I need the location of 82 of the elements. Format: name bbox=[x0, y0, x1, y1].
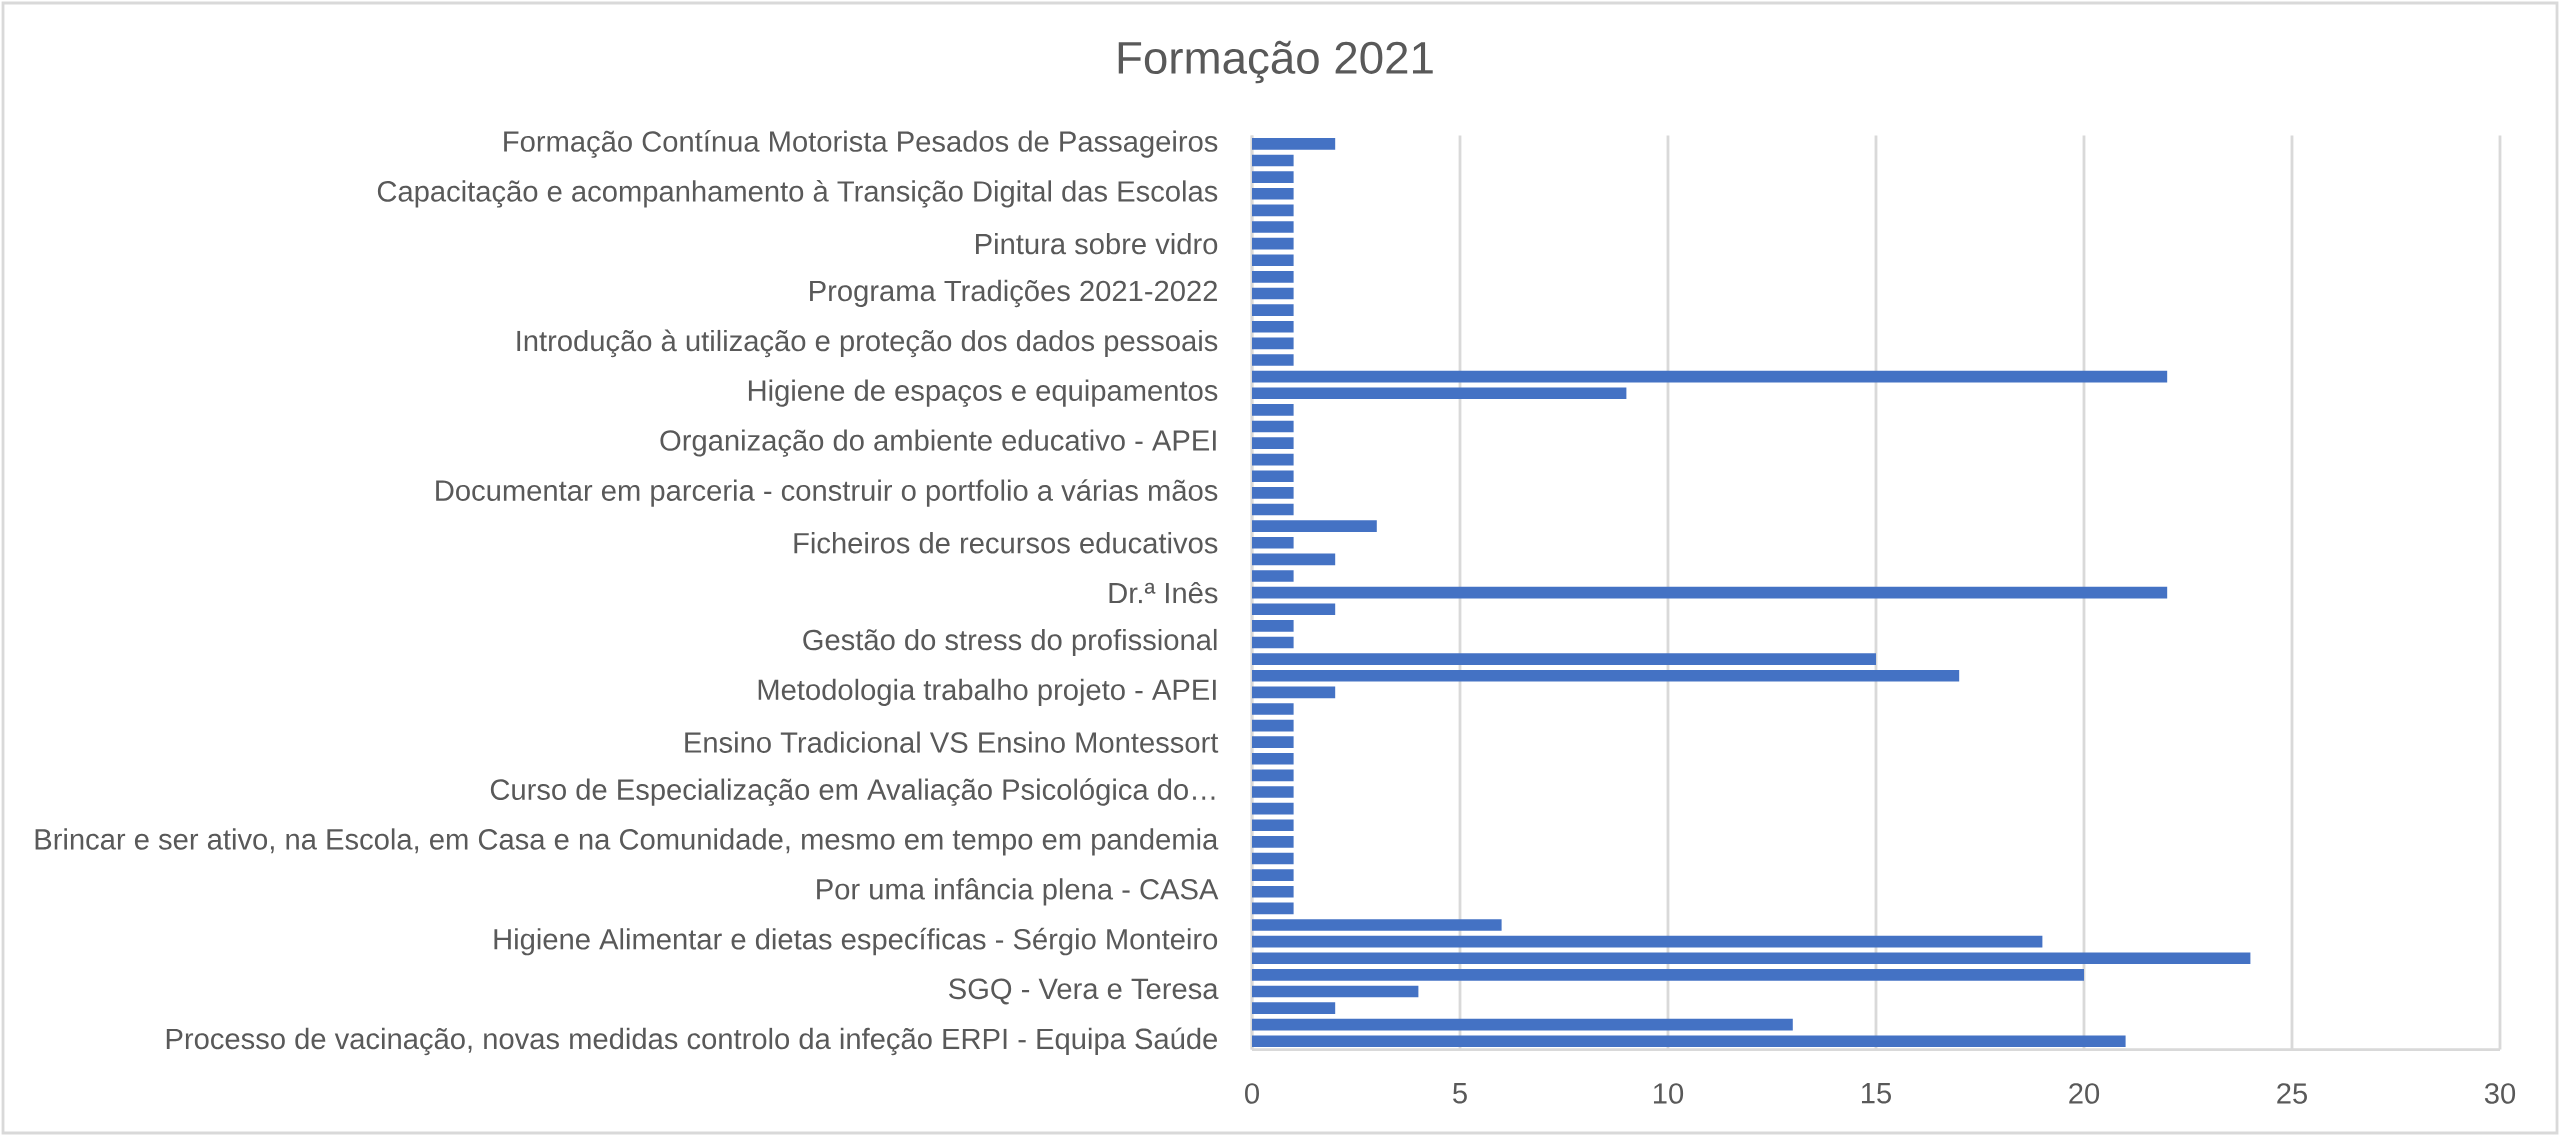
bar bbox=[1252, 354, 1294, 366]
y-tick-label: Metodologia trabalho projeto - APEI bbox=[758, 678, 1216, 706]
x-tick-label: 5 bbox=[1453, 1083, 1467, 1104]
bar bbox=[1252, 271, 1294, 283]
bar bbox=[1252, 969, 2084, 981]
y-tick-label: Gestão do stress do profissional bbox=[803, 628, 1217, 657]
bar bbox=[1252, 154, 1294, 167]
bar bbox=[1252, 204, 1294, 217]
y-tick-label: Por uma infância plena - CASA bbox=[817, 878, 1219, 906]
bar bbox=[1252, 902, 1294, 915]
y-tick-label: SGQ - Vera e Teresa bbox=[949, 978, 1219, 1005]
y-tick-label: Higiene Alimentar e dietas específicas - Sérgio Monteiro bbox=[494, 927, 1218, 956]
bar bbox=[1252, 836, 1294, 848]
bar bbox=[1252, 237, 1294, 250]
bar bbox=[1252, 952, 2251, 965]
bar bbox=[1252, 221, 1294, 233]
bar bbox=[1252, 320, 1294, 333]
x-tick-label: 30 bbox=[2484, 1083, 2516, 1104]
bar bbox=[1252, 1035, 2126, 1048]
bar bbox=[1252, 138, 1336, 150]
bar bbox=[1252, 187, 1294, 200]
y-tick-label: Dr.ª Inês bbox=[1109, 581, 1218, 604]
bar bbox=[1252, 437, 1294, 449]
bar bbox=[1252, 636, 1294, 649]
bar bbox=[1252, 404, 1294, 416]
bar bbox=[1252, 470, 1294, 483]
bar bbox=[1252, 171, 1294, 183]
bar bbox=[1252, 553, 1336, 566]
bar bbox=[1252, 370, 2168, 383]
y-tick-label: Organização do ambiente educativo - APEI bbox=[660, 429, 1216, 457]
bar bbox=[1252, 752, 1294, 765]
bar bbox=[1252, 570, 1294, 582]
bar bbox=[1252, 819, 1294, 832]
bar bbox=[1252, 852, 1294, 865]
bar bbox=[1252, 420, 1294, 433]
bar bbox=[1252, 703, 1294, 715]
x-tick-label: 25 bbox=[2277, 1083, 2307, 1104]
y-tick-label: Documentar em parceria - construir o portfolio a várias mãos bbox=[436, 479, 1218, 507]
y-tick-label: Higiene de espaços e equipamentos bbox=[748, 379, 1218, 407]
bar bbox=[1252, 736, 1294, 748]
x-tick-label: 10 bbox=[1653, 1083, 1684, 1104]
bar bbox=[1252, 536, 1294, 549]
x-tick-label: 0 bbox=[1245, 1083, 1259, 1104]
bar bbox=[1252, 919, 1502, 931]
y-tick-label: Programa Tradições 2021-2022 bbox=[810, 279, 1217, 308]
bar bbox=[1252, 1002, 1336, 1014]
bar bbox=[1252, 719, 1294, 732]
bar bbox=[1252, 985, 1419, 998]
bar bbox=[1252, 603, 1336, 616]
y-tick-label: Pintura sobre vidro bbox=[976, 232, 1218, 255]
y-tick-label: Processo de vacinação, novas medidas controlo da infeção ERPI - Equipa Saúde bbox=[166, 1027, 1218, 1056]
chart-title: Formação 2021 bbox=[1118, 40, 1433, 84]
bar bbox=[1252, 254, 1294, 267]
bar bbox=[1252, 620, 1294, 632]
bar bbox=[1252, 802, 1294, 815]
bar bbox=[1252, 337, 1294, 350]
bar bbox=[1252, 453, 1294, 466]
bar bbox=[1252, 935, 2043, 948]
bar bbox=[1252, 487, 1294, 499]
bar bbox=[1252, 885, 1294, 898]
bar bbox=[1252, 686, 1336, 699]
y-tick-label: Curso de Especialização em Avaliação Psicológica do… bbox=[490, 778, 1215, 806]
bar bbox=[1252, 869, 1294, 881]
y-tick-label: Ensino Tradicional VS Ensino Montessort bbox=[685, 731, 1219, 753]
y-tick-label: Introdução à utilização e proteção dos dados pessoais bbox=[517, 329, 1218, 358]
y-tick-label: Capacitação e acompanhamento à Transição Digital das Escolas bbox=[377, 179, 1218, 208]
bar bbox=[1252, 503, 1294, 516]
x-tick-label: 15 bbox=[1861, 1083, 1891, 1104]
bar bbox=[1252, 653, 1876, 665]
bar bbox=[1252, 1018, 1793, 1031]
y-tick-label: Ficheiros de recursos educativos bbox=[794, 532, 1218, 554]
bar bbox=[1252, 769, 1294, 782]
bar bbox=[1252, 786, 1294, 798]
bar bbox=[1252, 287, 1294, 300]
bar bbox=[1252, 669, 1960, 682]
y-tick-label: Formação Contínua Motorista Pesados de Passageiros bbox=[504, 130, 1218, 158]
y-tick-label: Brincar e ser ativo, na Escola, em Casa e na Comunidade, mesmo em tempo em pandemia bbox=[35, 828, 1219, 856]
bar bbox=[1252, 586, 2168, 599]
bar bbox=[1252, 304, 1294, 316]
x-tick-label: 20 bbox=[2069, 1083, 2100, 1104]
bar bbox=[1252, 387, 1627, 400]
bar bbox=[1252, 520, 1377, 532]
